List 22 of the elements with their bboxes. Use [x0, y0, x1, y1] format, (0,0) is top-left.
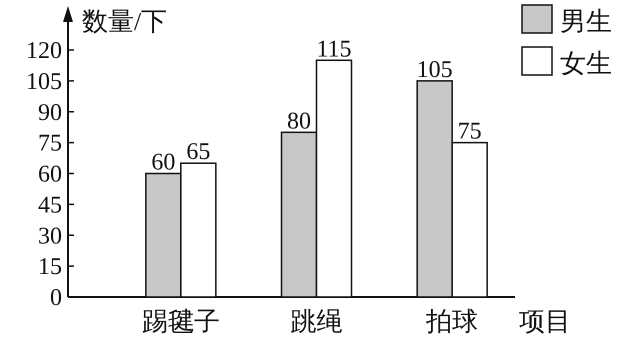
x-tick-label: 踢毽子	[142, 307, 220, 336]
y-tick-label: 75	[38, 130, 62, 157]
data-label: 80	[287, 108, 311, 134]
y-tick-label: 60	[38, 162, 62, 188]
y-tick-label: 0	[50, 285, 62, 311]
y-axis-title: 数量/下	[82, 7, 168, 36]
y-tick-label: 30	[38, 223, 62, 250]
y-tick-label: 120	[26, 38, 62, 64]
x-axis-title: 项目	[519, 307, 571, 336]
data-label: 60	[151, 150, 176, 176]
data-label: 65	[186, 139, 210, 166]
y-tick-label: 45	[38, 192, 62, 218]
y-tick-label: 90	[38, 100, 62, 126]
legend-label: 女生	[560, 49, 612, 78]
data-label: 105	[416, 56, 453, 83]
legend-label: 男生	[560, 7, 612, 36]
y-tick-label: 15	[38, 254, 62, 280]
x-tick-label: 拍球	[425, 307, 478, 336]
data-label: 75	[458, 118, 482, 145]
x-tick-label: 跳绳	[290, 307, 342, 336]
data-label: 115	[316, 36, 352, 62]
y-tick-label: 105	[26, 68, 62, 95]
